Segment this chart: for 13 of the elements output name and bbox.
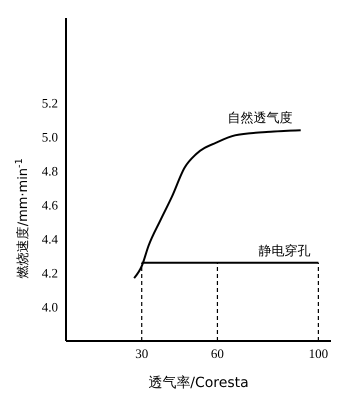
y-tick-label: 4.6 [42, 198, 58, 213]
x-tick-label: 30 [135, 346, 148, 362]
series-label: 自然透气度 [228, 110, 293, 126]
y-tick-label: 4.0 [42, 300, 58, 315]
series-label: 静电穿孔 [258, 244, 310, 259]
x-axis-title: 透气率/Coresta [148, 375, 249, 391]
y-tick-label: 5.0 [42, 130, 58, 145]
y-tick-label: 5.2 [42, 96, 58, 111]
x-tick-label: 100 [308, 346, 328, 362]
y-tick-label: 4.2 [42, 266, 58, 281]
x-tick-label: 60 [210, 346, 224, 362]
y-tick-label: 4.8 [42, 164, 58, 179]
y-tick-label: 4.4 [42, 232, 58, 247]
